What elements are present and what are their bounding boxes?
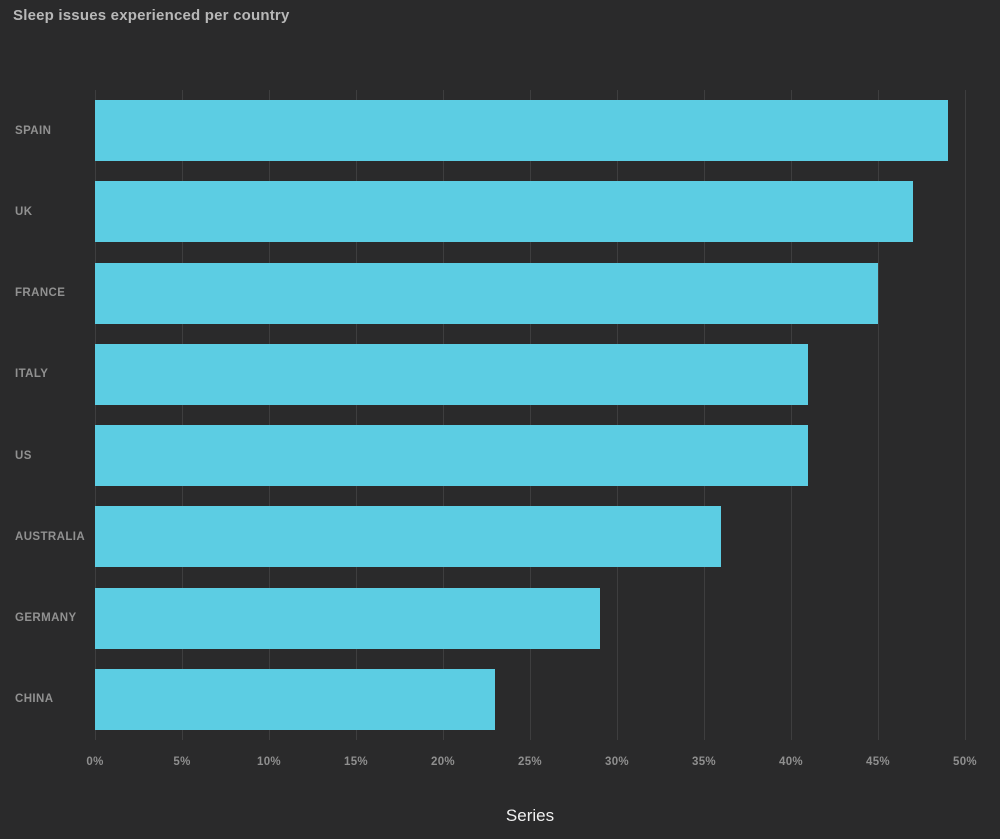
bar-china[interactable]: [95, 668, 496, 730]
chart-title: Sleep issues experienced per country: [13, 7, 290, 24]
gridline: [355, 90, 357, 740]
x-tick-label: 40%: [779, 756, 803, 768]
x-axis-title: Series: [505, 806, 555, 825]
x-tick-label: 30%: [605, 756, 629, 768]
x-tick-label: 10%: [257, 756, 281, 768]
category-label-spain: SPAIN: [15, 124, 52, 137]
bar-italy[interactable]: [95, 343, 809, 405]
category-label-uk: UK: [15, 205, 33, 218]
bar-uk[interactable]: [95, 181, 913, 243]
x-tick-label: 50%: [953, 756, 977, 768]
gridline: [94, 90, 96, 740]
gridline: [442, 90, 444, 740]
gridline: [181, 90, 183, 740]
bar-germany[interactable]: [95, 587, 600, 649]
x-tick-label: 15%: [344, 756, 368, 768]
bar-spain[interactable]: [95, 100, 948, 162]
gridline: [529, 90, 531, 740]
bar-australia[interactable]: [95, 506, 722, 568]
category-label-us: US: [15, 449, 32, 462]
category-label-australia: AUSTRALIA: [15, 530, 86, 543]
gridline: [703, 90, 705, 740]
bar-france[interactable]: [95, 262, 878, 324]
gridline: [877, 90, 879, 740]
x-tick-label: 25%: [518, 756, 542, 768]
x-tick-label: 20%: [431, 756, 455, 768]
category-label-germany: GERMANY: [15, 612, 77, 625]
x-tick-label: 45%: [866, 756, 890, 768]
x-tick-label: 5%: [173, 756, 191, 768]
category-label-france: FRANCE: [15, 287, 66, 300]
gridline: [964, 90, 966, 740]
x-tick-label: 35%: [692, 756, 716, 768]
gridline: [790, 90, 792, 740]
bar-us[interactable]: [95, 425, 809, 487]
gridline: [616, 90, 618, 740]
gridline: [268, 90, 270, 740]
category-label-china: CHINA: [15, 693, 54, 706]
x-tick-label: 0%: [86, 756, 104, 768]
category-label-italy: ITALY: [15, 368, 49, 381]
